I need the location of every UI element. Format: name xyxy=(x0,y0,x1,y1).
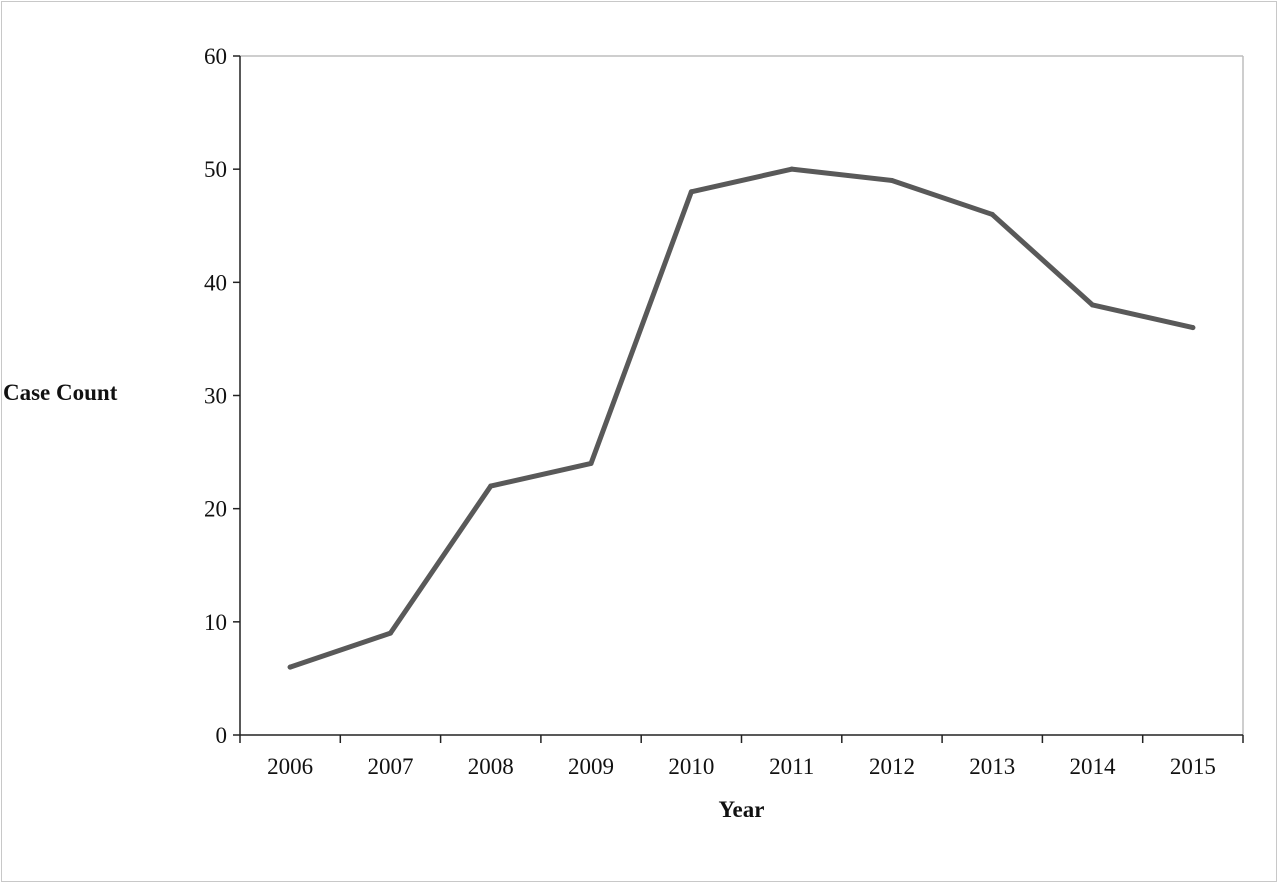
x-tick-label: 2011 xyxy=(769,754,814,779)
x-tick-label: 2006 xyxy=(267,754,313,779)
y-tick-label: 20 xyxy=(204,497,227,522)
x-axis-ticks: 2006 2007 2008 2009 2010 2011 2012 2013 2014 2015 xyxy=(239,735,1244,779)
y-tick-label: 30 xyxy=(204,384,227,409)
x-tick-label: 2007 xyxy=(367,754,413,779)
x-tick-label: 2015 xyxy=(1170,754,1216,779)
series-line xyxy=(287,166,1196,670)
y-tick-label: 0 xyxy=(216,723,228,748)
y-tick-label: 10 xyxy=(204,610,227,635)
plot-border xyxy=(240,55,1244,735)
series-layer xyxy=(287,166,1196,670)
data-point xyxy=(588,460,594,466)
data-point xyxy=(1090,302,1096,308)
data-point xyxy=(889,177,895,183)
y-axis-ticks: 0 10 20 30 40 50 60 xyxy=(204,44,240,748)
y-tick-label: 40 xyxy=(204,270,227,295)
data-point xyxy=(387,630,393,636)
x-tick-label: 2012 xyxy=(869,754,915,779)
x-tick-label: 2014 xyxy=(1070,754,1117,779)
x-tick-label: 2013 xyxy=(969,754,1015,779)
x-tick-label: 2010 xyxy=(668,754,714,779)
data-point xyxy=(789,166,795,172)
y-axis-title: Case Count xyxy=(3,380,118,405)
y-tick-label: 50 xyxy=(204,157,227,182)
x-axis-title: Year xyxy=(719,797,765,822)
data-point xyxy=(1190,325,1196,331)
y-tick-label: 60 xyxy=(204,44,227,69)
data-point xyxy=(287,664,293,670)
data-point xyxy=(688,189,694,195)
data-point xyxy=(488,483,494,489)
x-tick-label: 2009 xyxy=(568,754,614,779)
data-point xyxy=(989,211,995,217)
x-tick-label: 2008 xyxy=(468,754,514,779)
